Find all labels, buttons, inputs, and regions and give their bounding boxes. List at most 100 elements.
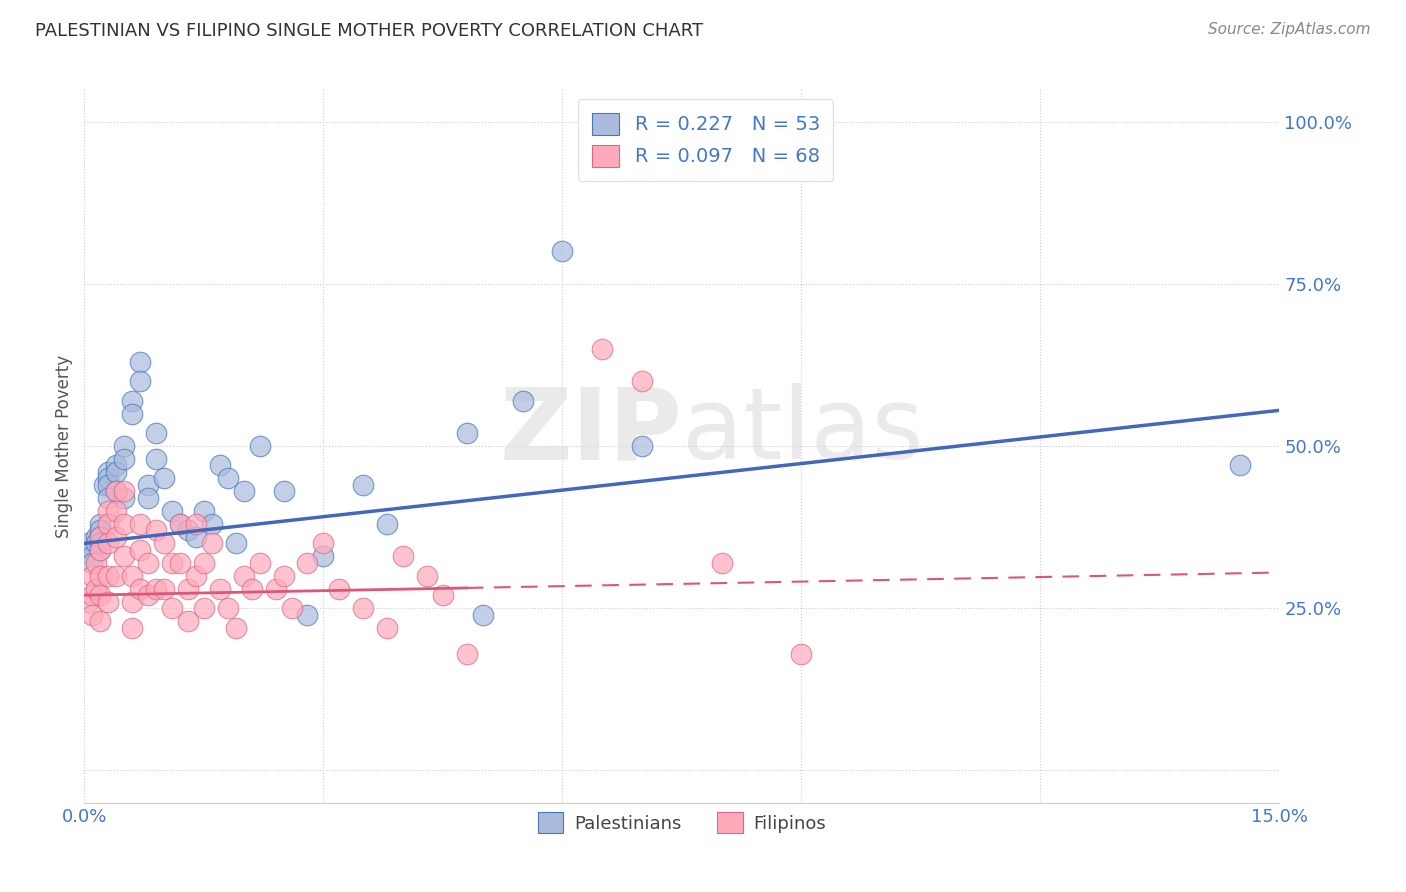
Point xyxy=(273,568,295,582)
Point xyxy=(97,491,120,505)
Point xyxy=(352,478,374,492)
Point xyxy=(112,439,135,453)
Point xyxy=(86,556,108,570)
Point xyxy=(129,354,152,368)
Point xyxy=(160,556,183,570)
Point xyxy=(710,556,733,570)
Text: Source: ZipAtlas.com: Source: ZipAtlas.com xyxy=(1208,22,1371,37)
Point xyxy=(280,601,302,615)
Point xyxy=(105,458,128,473)
Point xyxy=(456,647,478,661)
Point xyxy=(631,439,654,453)
Point xyxy=(471,607,494,622)
Point xyxy=(416,568,439,582)
Point xyxy=(273,484,295,499)
Point xyxy=(112,484,135,499)
Point xyxy=(89,536,111,550)
Point xyxy=(169,556,191,570)
Point xyxy=(112,549,135,564)
Point xyxy=(328,582,350,596)
Text: atlas: atlas xyxy=(682,384,924,480)
Point xyxy=(249,556,271,570)
Point xyxy=(297,556,319,570)
Point xyxy=(392,549,415,564)
Point xyxy=(82,556,104,570)
Point xyxy=(97,465,120,479)
Point xyxy=(153,471,176,485)
Point xyxy=(201,536,224,550)
Point xyxy=(86,530,108,544)
Point xyxy=(217,601,239,615)
Point xyxy=(93,478,115,492)
Point xyxy=(97,536,120,550)
Point xyxy=(89,524,111,538)
Point xyxy=(136,556,159,570)
Point xyxy=(432,588,454,602)
Point xyxy=(89,530,111,544)
Point xyxy=(232,568,254,582)
Point xyxy=(97,504,120,518)
Point xyxy=(1229,458,1251,473)
Y-axis label: Single Mother Poverty: Single Mother Poverty xyxy=(55,354,73,538)
Point xyxy=(201,516,224,531)
Point xyxy=(225,536,247,550)
Point xyxy=(193,601,215,615)
Point xyxy=(160,601,183,615)
Point xyxy=(89,568,111,582)
Point xyxy=(136,491,159,505)
Point xyxy=(145,425,167,440)
Point xyxy=(121,595,143,609)
Point xyxy=(193,504,215,518)
Point xyxy=(82,568,104,582)
Point xyxy=(153,582,176,596)
Point xyxy=(193,556,215,570)
Point xyxy=(312,549,335,564)
Point xyxy=(97,568,120,582)
Point xyxy=(225,621,247,635)
Point xyxy=(112,452,135,467)
Point xyxy=(129,542,152,557)
Point xyxy=(89,588,111,602)
Point xyxy=(153,536,176,550)
Point xyxy=(551,244,574,259)
Point xyxy=(208,458,231,473)
Point xyxy=(97,478,120,492)
Point xyxy=(375,621,398,635)
Point xyxy=(312,536,335,550)
Point xyxy=(121,621,143,635)
Point xyxy=(631,374,654,388)
Point xyxy=(591,342,613,356)
Point xyxy=(86,536,108,550)
Point xyxy=(264,582,287,596)
Legend: Palestinians, Filipinos: Palestinians, Filipinos xyxy=(530,805,834,840)
Point xyxy=(105,568,128,582)
Point xyxy=(169,516,191,531)
Point xyxy=(121,393,143,408)
Point xyxy=(232,484,254,499)
Point xyxy=(82,549,104,564)
Point xyxy=(145,582,167,596)
Point xyxy=(160,504,183,518)
Point xyxy=(82,607,104,622)
Point xyxy=(89,542,111,557)
Point xyxy=(97,471,120,485)
Point xyxy=(297,607,319,622)
Point xyxy=(145,452,167,467)
Point xyxy=(86,582,108,596)
Point xyxy=(352,601,374,615)
Point xyxy=(97,516,120,531)
Point xyxy=(177,524,200,538)
Point xyxy=(177,582,200,596)
Point xyxy=(208,582,231,596)
Point xyxy=(105,484,128,499)
Point xyxy=(184,530,207,544)
Point xyxy=(145,524,167,538)
Point xyxy=(249,439,271,453)
Point xyxy=(184,516,207,531)
Point xyxy=(129,516,152,531)
Point xyxy=(105,484,128,499)
Point xyxy=(790,647,813,661)
Point xyxy=(82,542,104,557)
Point xyxy=(77,595,100,609)
Point xyxy=(177,614,200,628)
